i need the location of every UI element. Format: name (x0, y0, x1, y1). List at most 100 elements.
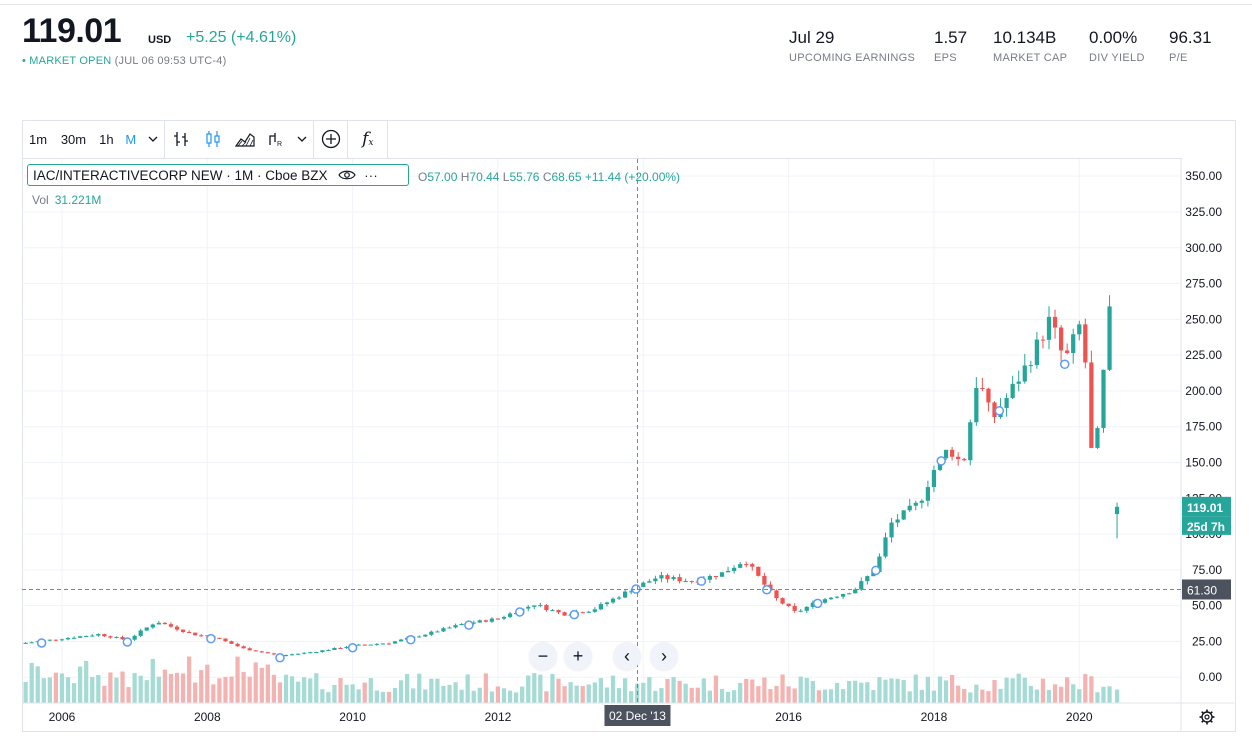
candle-body (641, 582, 646, 587)
candle-body (629, 591, 634, 593)
stat-label: MARKET CAP (993, 52, 1068, 64)
candle-body (810, 602, 815, 607)
candle-body (847, 593, 852, 595)
y-tick-label: 300.00 (1185, 241, 1222, 255)
volume-bar (235, 656, 240, 703)
earnings-marker[interactable] (936, 456, 946, 466)
volume-bar (1089, 676, 1094, 703)
candle-body (883, 537, 888, 557)
compare-button[interactable] (314, 120, 348, 158)
volume-bar (392, 687, 398, 703)
candle-body (253, 650, 258, 652)
volume-bar (199, 670, 204, 703)
volume-bar (707, 690, 713, 703)
open-value: 57.00 (427, 170, 458, 184)
candle-body (441, 628, 446, 632)
earnings-marker[interactable] (347, 642, 358, 653)
candle-body (840, 594, 846, 597)
candle-body (156, 622, 161, 625)
candle-body (338, 647, 343, 649)
earnings-marker[interactable] (122, 637, 133, 647)
volume-bar (859, 682, 864, 703)
zoom-out-button[interactable]: − (529, 642, 557, 670)
volume-bar (538, 674, 543, 703)
volume-bar (804, 677, 809, 703)
volume-bar (556, 678, 561, 703)
volume-bar (168, 673, 174, 703)
volume-bar (374, 690, 379, 703)
interval-1-month[interactable]: M (125, 131, 137, 147)
candle-body (483, 620, 488, 622)
earnings-marker[interactable] (871, 565, 881, 576)
interval-1h[interactable]: 1h (99, 131, 114, 147)
candle-body (671, 577, 676, 580)
volume-bar (1083, 674, 1088, 703)
candle-body (429, 631, 434, 635)
volume-bar (78, 666, 83, 703)
earnings-marker[interactable] (464, 620, 474, 630)
earnings-marker[interactable] (696, 576, 707, 586)
candle-body (477, 620, 482, 623)
candle-body (65, 638, 71, 640)
settings-gear-icon[interactable] (1199, 709, 1215, 725)
stat-label: UPCOMING EARNINGS (789, 52, 916, 64)
symbol-legend[interactable]: IAC/INTERACTIVECORP NEW · 1M · Cboe BZX … (27, 164, 409, 186)
volume-bar (386, 691, 392, 703)
volume-bar (598, 678, 604, 703)
scroll-left-button[interactable]: ‹ (613, 642, 641, 670)
stat-label: DIV YIELD (1089, 52, 1145, 64)
volume-bar (641, 682, 646, 703)
earnings-marker[interactable] (569, 609, 580, 620)
y-tick-label: 50.00 (1192, 599, 1222, 613)
scroll-right-button[interactable]: › (650, 642, 678, 670)
volume-bar (84, 660, 89, 703)
y-tick-label: 75.00 (1192, 563, 1222, 577)
candle-body (786, 603, 791, 606)
volume-bar (35, 666, 40, 703)
crosshair-price-tag (1182, 579, 1231, 600)
more-options-icon[interactable]: ... (364, 164, 379, 180)
low-key: L (502, 170, 510, 184)
volume-bar (144, 680, 149, 703)
volume-bar (59, 673, 65, 703)
chart-style-dropdown[interactable] (291, 120, 313, 158)
stat-label: P/E (1169, 52, 1188, 64)
candle-body (223, 638, 228, 642)
earnings-marker[interactable] (206, 633, 216, 644)
candle-body (792, 605, 797, 611)
earnings-marker[interactable] (812, 598, 823, 609)
candle-body (283, 655, 289, 657)
candle-body (956, 456, 961, 460)
area-style-button[interactable] (229, 120, 261, 158)
bar-style-button[interactable] (164, 120, 196, 158)
interval-30m[interactable]: 30m (60, 131, 87, 147)
crosshair-price-label: 61.30 (1187, 583, 1217, 597)
earnings-marker[interactable] (406, 634, 416, 645)
gear-tooth (1201, 711, 1205, 715)
interval-dropdown[interactable] (142, 120, 164, 158)
candle-body (610, 598, 616, 603)
y-tick-label: 275.00 (1185, 277, 1222, 291)
earnings-marker[interactable] (515, 607, 525, 617)
volume-bar (895, 678, 900, 703)
volume-bar (344, 684, 349, 703)
volume-bar (604, 687, 610, 703)
volume-bar (362, 682, 367, 703)
interval-1m[interactable]: 1m (29, 131, 48, 147)
volume-bar (1058, 686, 1064, 703)
zoom-in-button[interactable]: + (564, 642, 592, 670)
earnings-marker[interactable] (36, 638, 47, 648)
candle-body (853, 589, 858, 594)
volume-bar (277, 682, 283, 703)
eye-icon[interactable] (337, 169, 356, 181)
volume-bar (998, 688, 1003, 703)
earnings-marker[interactable] (994, 406, 1005, 416)
candle-body (665, 575, 670, 580)
renko-style-button[interactable]: R (261, 120, 291, 158)
earnings-marker[interactable] (275, 653, 285, 663)
earnings-marker[interactable] (1059, 359, 1070, 370)
candle-style-button[interactable] (197, 120, 229, 158)
countdown-tag (1182, 516, 1231, 535)
